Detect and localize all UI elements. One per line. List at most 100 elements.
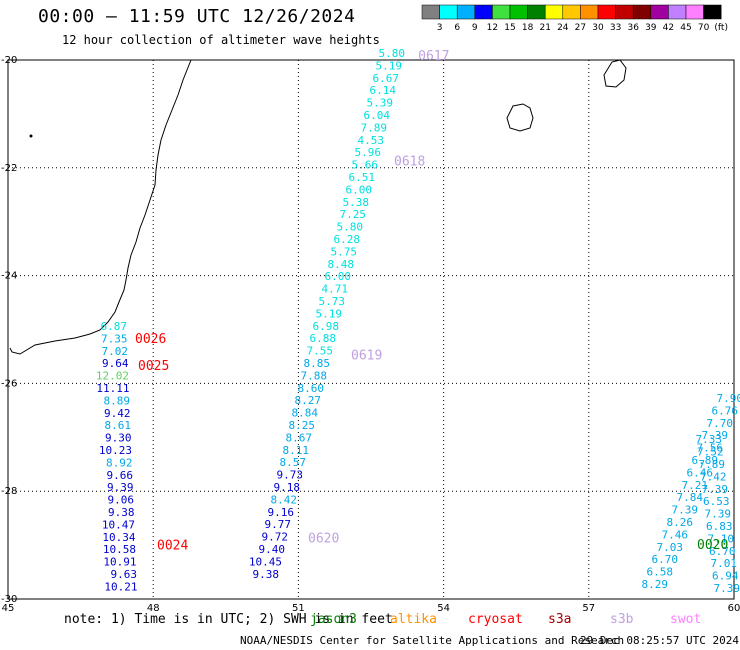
wave-height-value: 9.38 xyxy=(108,506,135,519)
islet xyxy=(29,134,33,138)
legend-swatch xyxy=(685,4,704,20)
wave-height-value: 7.55 xyxy=(307,345,334,358)
mission-s3b: s3b xyxy=(610,612,634,627)
wave-height-value: 10.47 xyxy=(102,518,135,531)
altimeter-tracks: 6.877.357.029.6412.0211.118.899.428.619.… xyxy=(96,47,740,595)
lat-tick-label: -26 xyxy=(1,378,17,389)
lat-tick-label: -22 xyxy=(1,163,17,174)
madagascar-coast xyxy=(9,59,192,355)
wave-height-value: 8.85 xyxy=(304,357,331,370)
legend-label: 36 xyxy=(627,23,639,33)
wave-height-value: 8.11 xyxy=(283,444,310,457)
wave-height-value: 6.76 xyxy=(712,404,739,417)
wave-height-value: 7.01 xyxy=(711,557,738,570)
legend-swatch xyxy=(527,4,546,20)
wave-height-value: 7.33 xyxy=(696,433,723,446)
legend-swatch xyxy=(650,4,669,20)
wave-height-value: 6.04 xyxy=(364,109,391,122)
wave-height-value: 10.34 xyxy=(102,531,135,544)
legend-swatch xyxy=(492,4,511,20)
lon-tick-label: 45 xyxy=(2,603,15,614)
wave-height-value: 5.73 xyxy=(319,295,346,308)
pass-time-label: 0020 xyxy=(697,538,728,553)
mission-altika: altika xyxy=(390,612,437,627)
wave-height-value: 7.84 xyxy=(677,491,704,504)
wave-height-value: 7.39 xyxy=(714,582,740,595)
legend-swatch xyxy=(474,4,493,20)
wave-height-value: 6.00 xyxy=(325,270,352,283)
color-legend: 3 6 9 12 15 18 21 24 27 30 33 36 39 42 45 70 (ft) xyxy=(421,4,728,33)
lon-tick-label: 54 xyxy=(437,603,450,614)
lat-tick-label: -24 xyxy=(1,271,17,282)
wave-height-value: 10.23 xyxy=(99,444,132,457)
map-frame xyxy=(7,59,735,600)
lat-tick-label: -28 xyxy=(1,486,17,497)
pass-time-label: 0620 xyxy=(308,532,339,547)
wave-height-value: 8.60 xyxy=(298,382,325,395)
legend-label: 24 xyxy=(557,23,569,33)
wave-height-value: 6.14 xyxy=(370,84,397,97)
wave-height-value: 7.35 xyxy=(101,332,128,345)
legend-label: 39 xyxy=(645,23,657,33)
wave-height-value: 6.87 xyxy=(101,320,128,333)
wave-height-value: 6.98 xyxy=(313,320,340,333)
wave-height-value: 8.27 xyxy=(295,394,322,407)
date-stamp: 29 Dec 08:25:57 UTC 2024 xyxy=(580,634,739,647)
legend-label: (ft) xyxy=(714,23,728,33)
legend-label: 70 xyxy=(698,23,710,33)
wave-height-value: 7.42 xyxy=(700,470,727,483)
legend-swatch xyxy=(580,4,599,20)
wave-height-value: 6.53 xyxy=(703,495,730,508)
legend-label: 15 xyxy=(504,23,515,33)
wave-height-value: 9.06 xyxy=(108,494,135,507)
wave-height-value: 5.19 xyxy=(376,59,403,72)
wave-height-value: 6.83 xyxy=(706,520,733,533)
wave-height-value: 8.92 xyxy=(106,456,133,469)
map-grid: 45 48 51 54 57 60 -20 -22 -24 -26 -28 -30 xyxy=(1,55,740,614)
wave-height-value: 7.70 xyxy=(707,417,734,430)
wave-height-value: 8.25 xyxy=(289,419,316,432)
lat-tick-label: -20 xyxy=(1,55,17,66)
wave-height-value: 8.89 xyxy=(104,394,131,407)
legend-label: 9 xyxy=(472,23,478,33)
legend-label: 12 xyxy=(487,23,498,33)
wave-height-value: 9.72 xyxy=(262,531,289,544)
wave-height-value: 9.73 xyxy=(277,469,304,482)
wave-height-value: 9.64 xyxy=(102,357,129,370)
wave-height-value: 6.89 xyxy=(692,454,719,467)
wave-height-value: 7.46 xyxy=(662,528,689,541)
legend-label: 42 xyxy=(663,23,674,33)
wave-height-value: 7.39 xyxy=(702,483,729,496)
wave-height-value: 7.89 xyxy=(699,458,726,471)
wave-height-value: 8.48 xyxy=(328,258,355,271)
wave-height-value: 7.39 xyxy=(672,504,699,517)
wave-height-value: 6.28 xyxy=(334,233,361,246)
wave-height-value: 6.94 xyxy=(712,570,739,583)
wave-height-value: 7.03 xyxy=(657,541,684,554)
wave-height-value: 7.89 xyxy=(361,121,388,134)
wave-height-value: 7.90 xyxy=(717,392,740,405)
wave-height-value: 5.75 xyxy=(331,245,358,258)
legend-swatch xyxy=(668,4,687,20)
wave-height-value: 6.67 xyxy=(373,72,400,85)
legend-swatch xyxy=(456,4,476,20)
page-subtitle: 12 hour collection of altimeter wave hei… xyxy=(62,33,380,47)
coastlines xyxy=(9,59,627,355)
legend-swatch xyxy=(597,4,616,20)
legend-swatch xyxy=(615,4,634,20)
pass-time-label: 0026 xyxy=(135,332,166,347)
wave-height-value: 6.51 xyxy=(349,171,376,184)
wave-height-value: 4.71 xyxy=(322,283,349,296)
wave-height-value: 9.16 xyxy=(268,506,295,519)
mission-s3a: s3a xyxy=(548,612,572,627)
legend-label: 27 xyxy=(575,23,586,33)
legend-label: 45 xyxy=(680,23,691,33)
wave-height-value: 6.46 xyxy=(687,466,714,479)
wave-height-value: 10.21 xyxy=(104,580,137,593)
wave-height-value: 5.96 xyxy=(355,146,382,159)
pass-time-label: 0618 xyxy=(394,154,425,169)
legend-label: 33 xyxy=(610,23,621,33)
wave-height-value: 8.29 xyxy=(642,578,669,591)
lon-tick-label: 48 xyxy=(147,603,160,614)
